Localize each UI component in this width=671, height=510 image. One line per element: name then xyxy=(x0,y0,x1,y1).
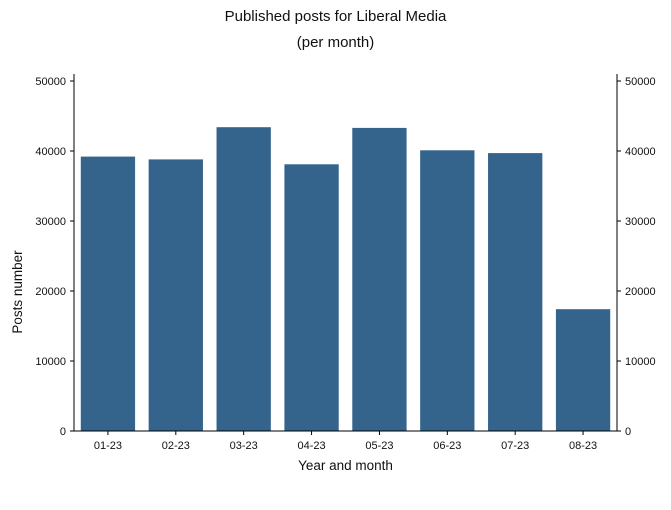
y-tick-label-right: 50000 xyxy=(625,76,656,88)
bar-01-23 xyxy=(80,156,136,431)
y-tick-label-left: 50000 xyxy=(35,76,66,88)
chart-title: Published posts for Liberal Media xyxy=(224,8,447,25)
y-tick-label-right: 0 xyxy=(625,426,631,438)
y-tick-label-left: 30000 xyxy=(35,216,66,228)
y-tick-label-left: 20000 xyxy=(35,286,66,298)
x-tick-label: 05-23 xyxy=(365,440,393,452)
y-axis-label: Posts number xyxy=(10,250,25,334)
x-tick-label: 04-23 xyxy=(297,440,325,452)
bars-group xyxy=(80,127,611,432)
bar-03-23 xyxy=(216,127,271,431)
bar-02-23 xyxy=(148,159,203,431)
x-tick-label: 06-23 xyxy=(433,440,461,452)
x-tick-label: 01-23 xyxy=(94,440,122,452)
axes-group xyxy=(73,74,618,432)
x-tick-label: 03-23 xyxy=(230,440,258,452)
y-tick-label-right: 30000 xyxy=(625,216,656,228)
bar-06-23 xyxy=(420,150,475,432)
ticks-group: 01-23 02-23 03-23 04-23 05-23 06-23 07-23 08-23… xyxy=(35,76,655,452)
bar-04-23 xyxy=(284,164,339,432)
x-tick-label: 08-23 xyxy=(569,440,597,452)
bar-08-23 xyxy=(555,309,611,431)
x-tick-label: 07-23 xyxy=(501,440,529,452)
x-axis-label: Year and month xyxy=(298,458,393,473)
bar-05-23 xyxy=(352,127,407,432)
y-tick-label-right: 10000 xyxy=(625,356,656,368)
y-tick-label-right: 40000 xyxy=(625,146,656,158)
bar-07-23 xyxy=(488,153,543,431)
x-tick-label: 02-23 xyxy=(162,440,190,452)
y-tick-label-right: 20000 xyxy=(625,286,656,298)
y-tick-label-left: 0 xyxy=(60,426,66,438)
y-tick-label-left: 10000 xyxy=(35,356,66,368)
y-tick-label-left: 40000 xyxy=(35,146,66,158)
chart-subtitle: (per month) xyxy=(296,34,375,51)
